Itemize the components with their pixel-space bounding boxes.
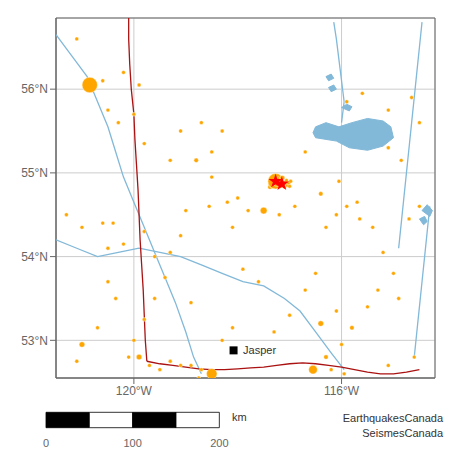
html-text:SeismesCanada: SeismesCanada	[362, 427, 443, 439]
svg-text:0: 0	[43, 437, 49, 449]
svg-text:120°W: 120°W	[116, 384, 153, 398]
svg-text:116°W: 116°W	[324, 384, 360, 398]
svg-text:55°N: 55°N	[21, 166, 48, 180]
svg-text:100: 100	[123, 437, 141, 449]
html-text:km: km	[232, 411, 247, 423]
html-text:EarthquakesCanada: EarthquakesCanada	[342, 412, 443, 424]
svg-text:200: 200	[210, 437, 228, 449]
svg-text:56°N: 56°N	[21, 82, 48, 96]
svg-text:Jasper: Jasper	[243, 344, 276, 356]
svg-text:53°N: 53°N	[21, 334, 48, 348]
svg-text:54°N: 54°N	[21, 250, 48, 264]
